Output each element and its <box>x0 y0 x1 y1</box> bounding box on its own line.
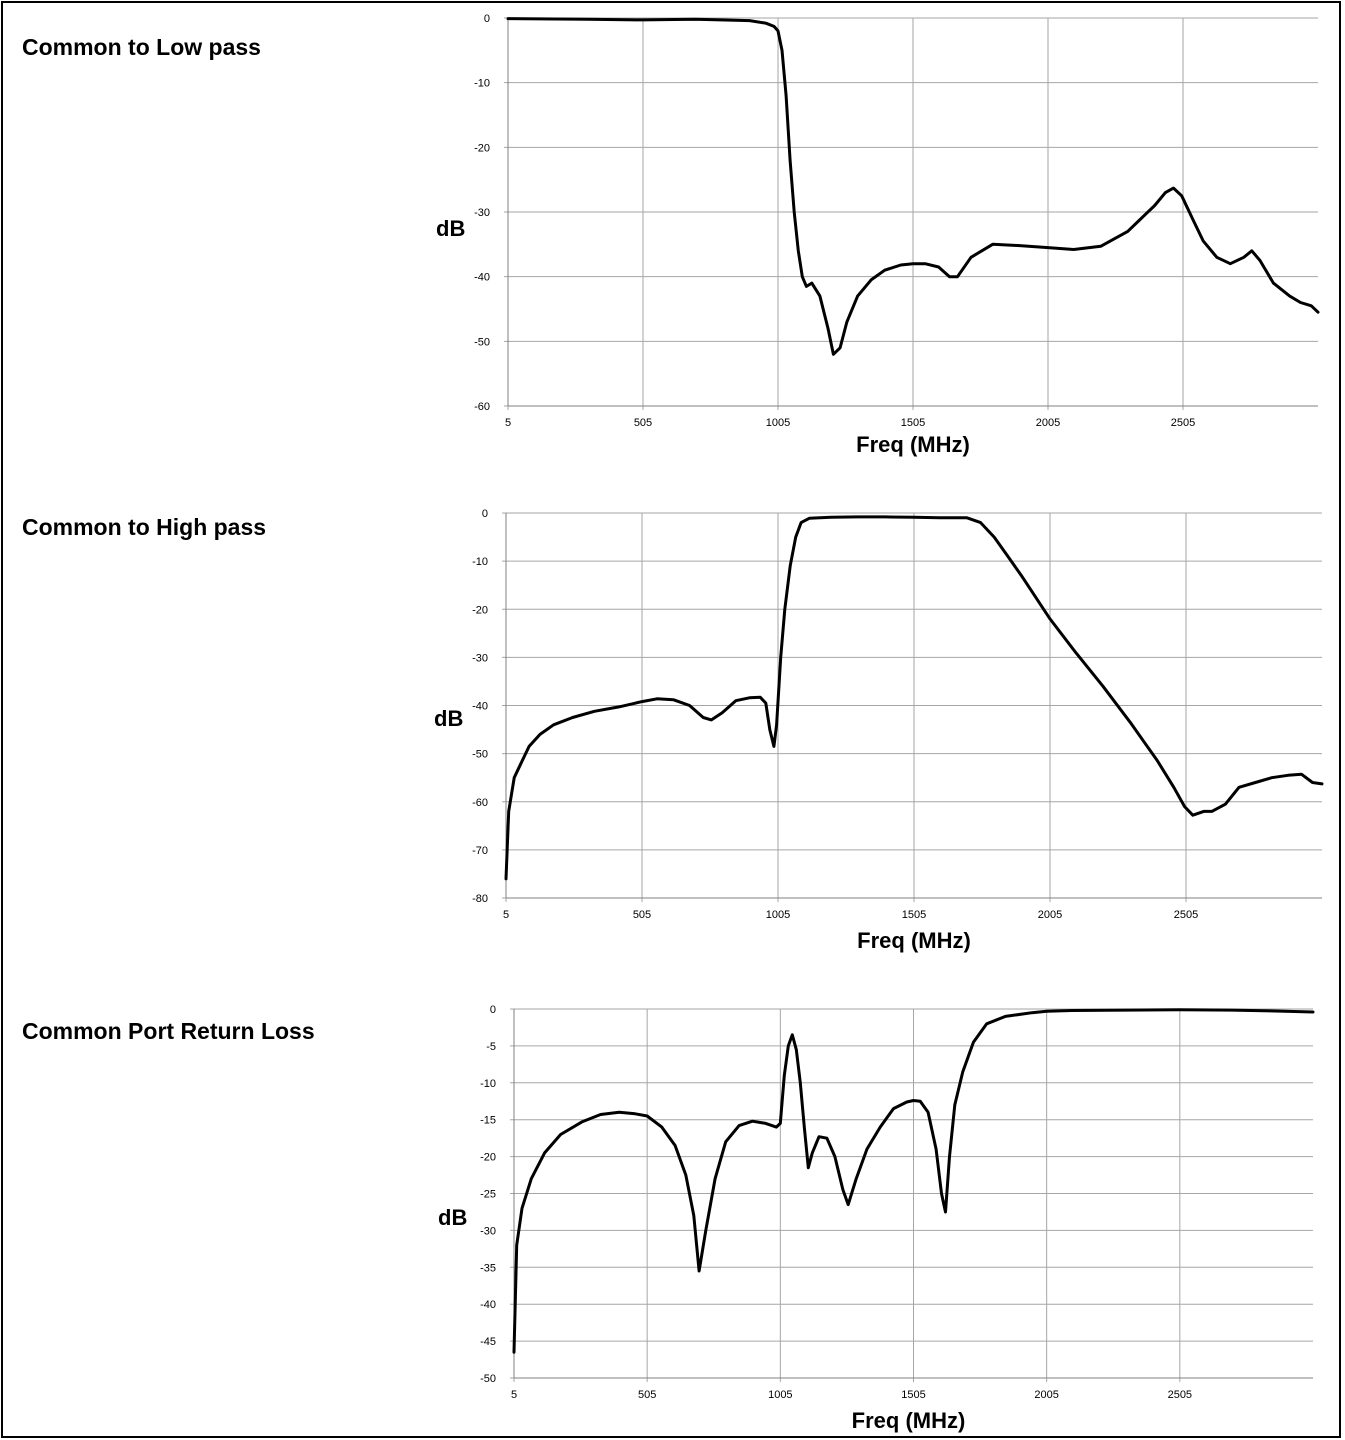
x-tick-label: 2505 <box>1174 909 1198 921</box>
y-tick-label: -20 <box>474 142 490 154</box>
x-tick-label: 1005 <box>768 1389 792 1401</box>
y-tick-label: -5 <box>486 1041 496 1053</box>
x-tick-label: 1505 <box>901 1389 925 1401</box>
y-axis-label: dB <box>434 706 463 731</box>
x-tick-label: 2505 <box>1168 1389 1192 1401</box>
y-tick-label: -60 <box>474 401 490 413</box>
y-tick-label: -10 <box>480 1078 496 1090</box>
y-tick-label: -30 <box>480 1225 496 1237</box>
x-tick-label: 2005 <box>1036 417 1060 429</box>
y-tick-label: -70 <box>472 845 488 857</box>
low-pass-chart: 0 -10 -20 -30 -40 -50 -60 5 505 1005 1505 2005 2505 d… <box>436 13 1320 457</box>
y-tick-label: 0 <box>484 13 490 25</box>
y-tick-label: 0 <box>490 1004 496 1016</box>
x-tick-label: 505 <box>638 1389 656 1401</box>
y-tick-label: -20 <box>480 1152 496 1164</box>
y-axis-label: dB <box>438 1205 467 1230</box>
y-tick-label: 0 <box>482 508 488 520</box>
y-tick-label: -15 <box>480 1115 496 1127</box>
x-tick-label: 1005 <box>766 909 790 921</box>
chart-title-low-pass: Common to Low pass <box>22 34 261 60</box>
y-tick-label: -50 <box>472 749 488 761</box>
x-axis-label: Freq (MHz) <box>852 1408 966 1433</box>
y-tick-label: -40 <box>472 701 488 713</box>
x-tick-label: 505 <box>634 417 652 429</box>
x-tick-label: 2005 <box>1038 909 1062 921</box>
chart-title-high-pass: Common to High pass <box>22 514 267 540</box>
y-tick-label: -45 <box>480 1336 496 1348</box>
y-tick-label: -50 <box>480 1373 496 1385</box>
y-tick-label: -50 <box>474 336 490 348</box>
y-tick-label: -35 <box>480 1262 496 1274</box>
y-axis-label: dB <box>436 216 465 241</box>
x-tick-label: 5 <box>505 417 511 429</box>
y-tick-label: -80 <box>472 893 488 905</box>
series-line <box>504 515 1324 881</box>
x-axis-label: Freq (MHz) <box>857 928 971 953</box>
x-tick-label: 505 <box>633 909 651 921</box>
y-tick-label: -40 <box>480 1299 496 1311</box>
series-line <box>506 17 1320 356</box>
y-tick-label: -20 <box>472 604 488 616</box>
y-tick-label: -10 <box>474 78 490 90</box>
x-tick-label: 1505 <box>902 909 926 921</box>
y-tick-label: -30 <box>474 207 490 219</box>
high-pass-chart: 0 -10 -20 -30 -40 -50 -60 -70 -80 5 505 1005 1505 200… <box>434 508 1324 953</box>
y-tick-label: -30 <box>472 652 488 664</box>
y-tick-label: -25 <box>480 1189 496 1201</box>
x-tick-label: 2005 <box>1034 1389 1058 1401</box>
series-line <box>512 1008 1315 1354</box>
x-tick-label: 1005 <box>766 417 790 429</box>
x-tick-label: 5 <box>511 1389 517 1401</box>
y-tick-label: -10 <box>472 556 488 568</box>
y-tick-label: -40 <box>474 272 490 284</box>
x-tick-label: 5 <box>503 909 509 921</box>
x-tick-label: 1505 <box>901 417 925 429</box>
chart-title-return-loss: Common Port Return Loss <box>22 1018 315 1044</box>
y-tick-label: -60 <box>472 797 488 809</box>
x-tick-label: 2505 <box>1171 417 1195 429</box>
x-axis-label: Freq (MHz) <box>856 432 970 457</box>
